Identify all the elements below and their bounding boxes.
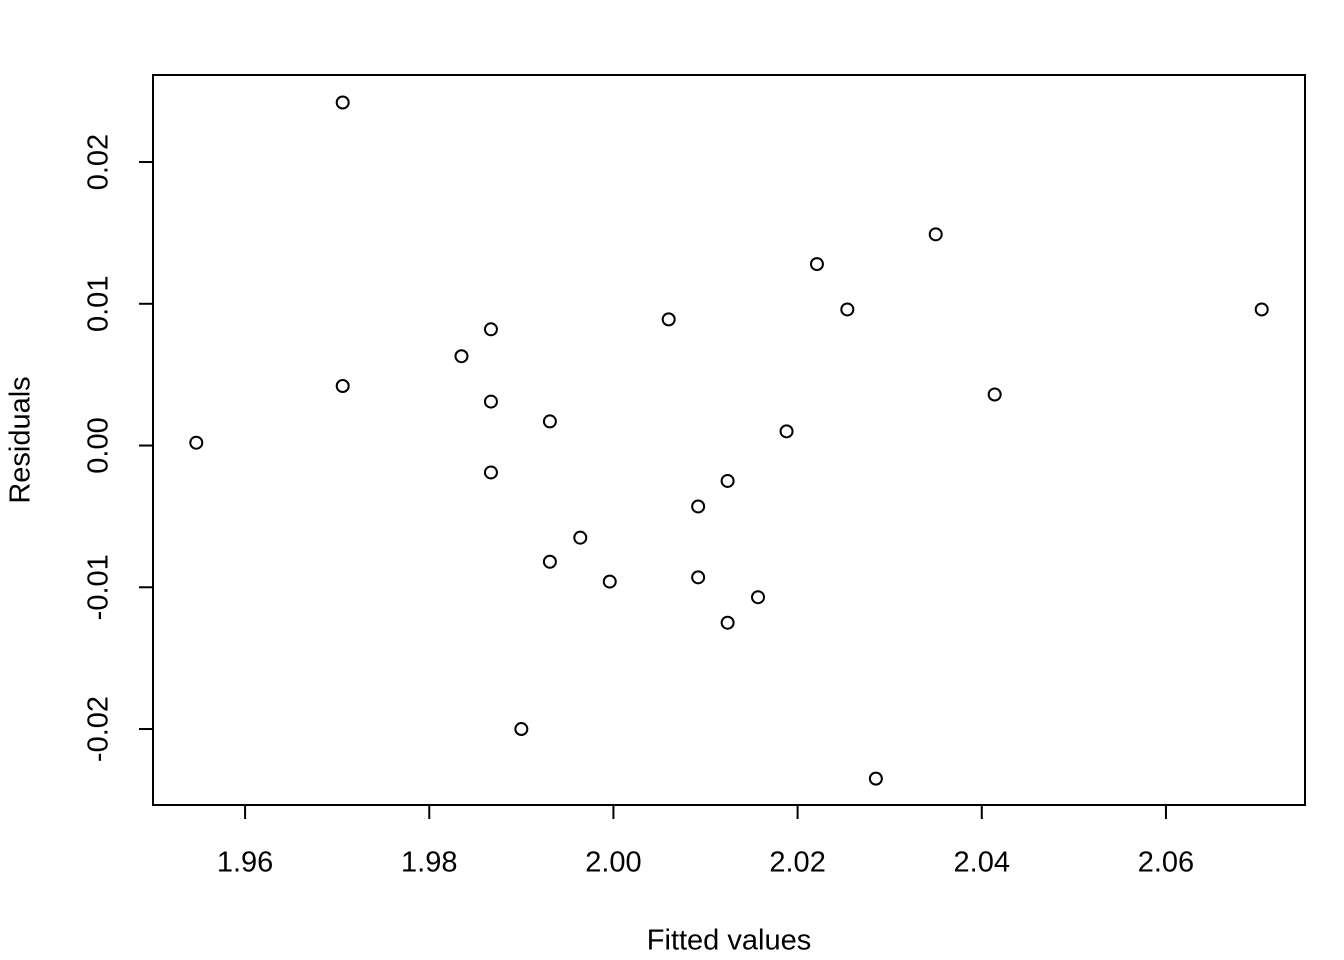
point — [542, 414, 557, 429]
x-tick-label: 2.04 — [954, 847, 1010, 879]
point — [573, 530, 588, 545]
point — [335, 378, 350, 393]
point — [602, 574, 617, 589]
x-tick-label: 2.02 — [769, 847, 825, 879]
point — [542, 554, 557, 569]
point — [661, 312, 676, 327]
point — [868, 771, 883, 786]
x-tick-label: 2.00 — [585, 847, 641, 879]
point — [720, 615, 735, 630]
y-tick-label: 0.02 — [83, 134, 115, 190]
point — [1254, 302, 1269, 317]
point — [454, 349, 469, 364]
point — [335, 95, 350, 110]
y-tick-label: -0.01 — [83, 554, 115, 620]
point — [189, 435, 204, 450]
x-tick-label: 1.96 — [217, 847, 273, 879]
point — [928, 227, 943, 242]
point — [809, 257, 824, 272]
point — [720, 473, 735, 488]
y-tick-label: 0.00 — [83, 417, 115, 473]
point — [691, 499, 706, 514]
point — [691, 570, 706, 585]
plot-frame — [152, 74, 1306, 806]
point — [751, 590, 766, 605]
x-tick-label: 1.98 — [401, 847, 457, 879]
point — [514, 722, 529, 737]
point — [483, 465, 498, 480]
point — [779, 424, 794, 439]
point — [987, 387, 1002, 402]
y-tick-label: 0.01 — [83, 276, 115, 332]
y-tick-label: -0.02 — [83, 696, 115, 762]
x-tick-label: 2.06 — [1138, 847, 1194, 879]
point — [483, 322, 498, 337]
y-axis-label: Residuals — [5, 376, 37, 503]
x-axis-label: Fitted values — [647, 925, 811, 957]
point — [840, 302, 855, 317]
point — [483, 394, 498, 409]
